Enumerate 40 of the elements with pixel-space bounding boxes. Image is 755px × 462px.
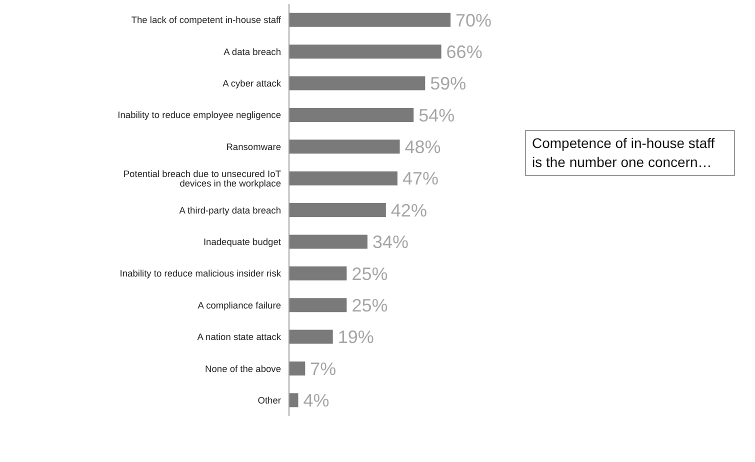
bar bbox=[289, 44, 442, 59]
data-label: 25% bbox=[352, 295, 388, 316]
data-label: 48% bbox=[404, 137, 441, 158]
y-tick-label: Inadequate budget bbox=[203, 236, 282, 247]
y-tick-label: None of the above bbox=[205, 364, 281, 374]
data-label: 7% bbox=[310, 358, 336, 379]
bar bbox=[289, 234, 368, 249]
y-tick-label: A third-party data breach bbox=[179, 205, 281, 216]
data-label: 54% bbox=[418, 105, 455, 126]
y-tick-label: A cyber attack bbox=[222, 78, 282, 89]
bar bbox=[289, 140, 400, 154]
data-label: 42% bbox=[390, 200, 427, 220]
data-label: 70% bbox=[456, 10, 492, 30]
bar bbox=[289, 330, 333, 344]
text: Competence of in-house staff is the number one concern… bbox=[525, 130, 735, 176]
bar bbox=[289, 361, 306, 376]
y-tick-label: The lack of competent in-house staff bbox=[131, 15, 282, 26]
bar bbox=[289, 108, 414, 122]
data-label: 19% bbox=[338, 327, 374, 348]
y-tick-label: A nation state attack bbox=[197, 332, 282, 342]
bar bbox=[289, 393, 298, 408]
y-tick-label: Potential breach due to unsecured IoT devices in the workplace bbox=[123, 168, 282, 188]
data-label: 4% bbox=[303, 390, 330, 411]
data-label: 25% bbox=[352, 264, 388, 284]
data-label: 66% bbox=[446, 42, 482, 62]
y-tick-label: Inability to reduce employee negligence bbox=[118, 110, 281, 120]
bar bbox=[289, 203, 386, 218]
y-tick-label: Ransomware bbox=[226, 142, 281, 152]
bar bbox=[289, 76, 426, 90]
data-label: 59% bbox=[430, 74, 466, 94]
y-tick-label: A compliance failure bbox=[198, 300, 281, 310]
data-label: 34% bbox=[372, 232, 408, 252]
y-tick-label: A data breach bbox=[224, 46, 281, 57]
bar bbox=[289, 171, 398, 186]
bar bbox=[289, 12, 451, 27]
bar bbox=[289, 298, 347, 312]
y-tick-label: Other bbox=[258, 395, 281, 406]
bar bbox=[289, 266, 347, 280]
data-label: 47% bbox=[402, 168, 438, 189]
y-tick-label: Inability to reduce malicious insider risk bbox=[120, 268, 282, 279]
